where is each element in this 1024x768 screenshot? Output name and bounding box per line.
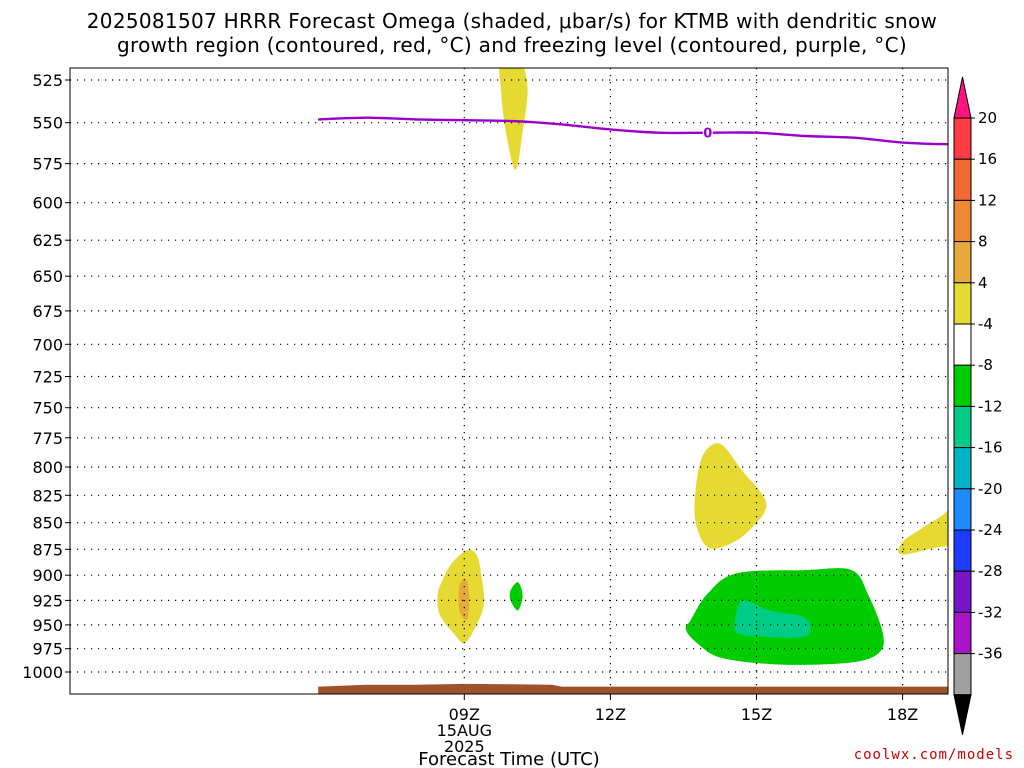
colorbar-segment-9 [953,488,972,531]
freezing-level-line [318,116,948,146]
colorbar-label-1: 16 [978,150,997,168]
colorbar-segment-12 [953,611,972,655]
grid [70,68,948,694]
y-tick-label-550: 550 [32,114,63,133]
x-axis: 09Z15AUG202512Z15Z18Z21Z00Z16AUG [437,694,918,756]
y-tick-label-700: 700 [32,335,63,354]
freezing-label-bg [995,136,1005,149]
y-tick-label-975: 975 [32,640,63,659]
colorbar-label-3: 8 [978,233,988,251]
colorbar-segment-11 [953,570,972,613]
freezing-level-contour: 00 [318,116,1005,149]
omega-region-4_8-3 [694,443,767,549]
colorbar-label-13: -36 [978,645,1003,663]
y-tick-label-825: 825 [32,486,63,505]
omega-region-8_12-2 [458,579,470,621]
credit-text: coolwx.com/models [853,747,1014,763]
y-tick-label-875: 875 [32,540,63,559]
plot-frame [69,67,949,695]
y-tick-label-750: 750 [32,399,63,418]
omega-region-neg8_neg12-11 [734,600,811,638]
colorbar-segment-13 [953,653,972,696]
x-tick-label-18Z-1: 18Z [887,705,918,724]
y-tick-label-900: 900 [32,566,63,585]
colorbar-label-12: -32 [978,603,1003,621]
x-tick-label-09Z-1: 09Z [449,705,480,724]
colorbar-segment-5 [953,323,972,366]
colorbar-label-2: 12 [978,191,997,209]
y-tick-label-675: 675 [32,302,63,321]
y-tick-label-925: 925 [32,591,63,610]
y-tick-label-725: 725 [32,368,63,387]
y-tick-label-800: 800 [32,458,63,477]
y-tick-label-525: 525 [32,71,63,90]
y-tick-label-650: 650 [32,267,63,286]
colorbar-top-arrow [953,76,972,119]
colorbar-label-7: -12 [978,397,1003,415]
x-tick-label-12Z-1: 12Z [595,705,626,724]
y-tick-label-625: 625 [32,231,63,250]
x-tick-label-09Z-3: 2025 [444,737,485,756]
x-axis-label: Forecast Time (UTC) [418,749,599,768]
y-tick-label-575: 575 [32,155,63,174]
colorbar-segment-1 [953,158,972,201]
colorbar-label-5: -4 [978,315,993,333]
terrain-strip [318,683,948,694]
y-axis: 525 550 575 600 625 650 675 700 725 750 775 800 825 8… [22,71,70,682]
y-tick-label-850: 850 [32,514,63,533]
freezing-level-label: 0 [703,127,712,142]
x-tick-label-09Z-2: 15AUG [437,721,492,740]
omega-region-4_8-4 [898,510,948,555]
colorbar-segment-8 [953,447,972,490]
colorbar-label-6: -8 [978,356,993,374]
colorbar: 20 16 12 8 4 -4 -8 -12 -16 -20 -24 -28 -32 -36 [953,76,1003,735]
colorbar-label-9: -20 [978,480,1003,498]
colorbar-segment-2 [953,199,972,243]
colorbar-segment-3 [953,241,972,284]
colorbar-segment-7 [953,405,972,449]
chart-title-line-2: growth region (contoured, red, °C) and f… [117,33,907,57]
colorbar-segment-6 [953,364,972,407]
colorbar-label-11: -28 [978,562,1003,580]
freezing-label-bg [702,125,713,139]
y-tick-label-1000: 1000 [22,663,63,682]
colorbar-label-4: 4 [978,274,988,292]
omega-region-4_8-0 [499,68,528,170]
omega-shading [437,68,948,665]
colorbar-segment-0 [953,117,972,160]
colorbar-segment-10 [953,529,972,572]
colorbar-bottom-arrow [953,694,972,735]
colorbar-label-10: -24 [978,521,1003,539]
y-tick-label-950: 950 [32,616,63,635]
terrain-fill [318,683,948,694]
colorbar-segment-4 [953,282,972,325]
omega-region-neg4_neg8-9 [509,582,523,611]
colorbar-label-8: -16 [978,439,1003,457]
y-tick-label-600: 600 [32,194,63,213]
x-tick-label-15Z-1: 15Z [741,705,772,724]
y-tick-label-775: 775 [32,429,63,448]
chart-title-line-1: 2025081507 HRRR Forecast Omega (shaded, … [86,9,938,33]
colorbar-label-0: 20 [978,109,997,127]
